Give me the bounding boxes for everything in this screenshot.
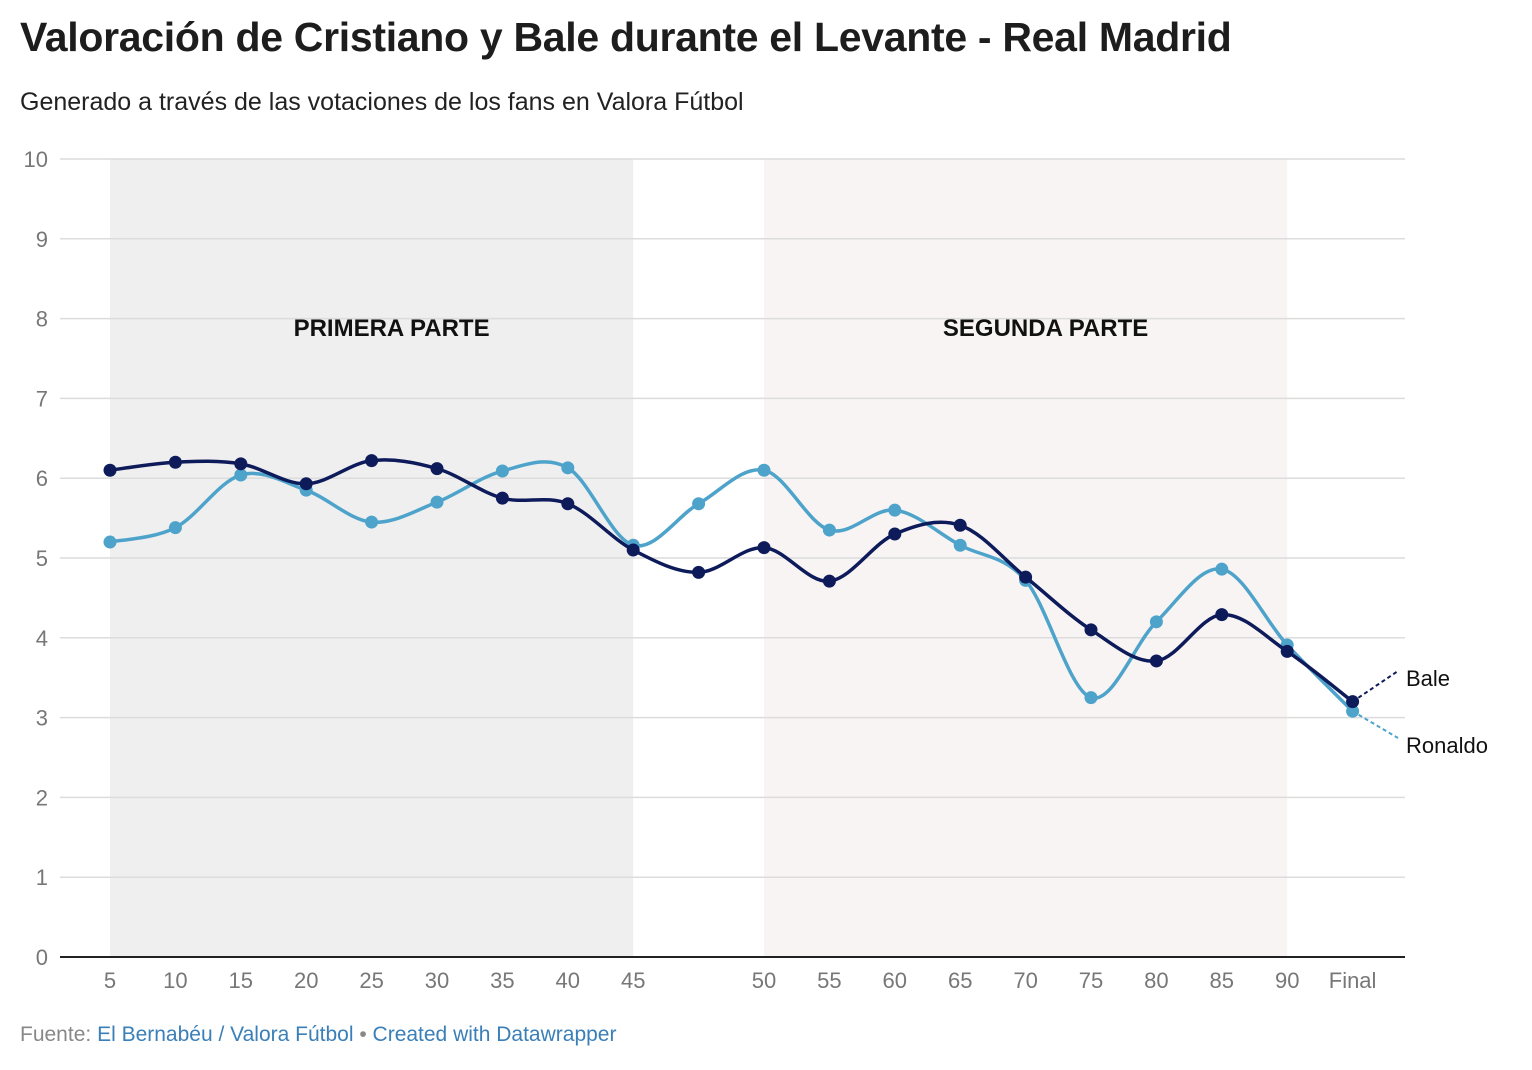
label-leader-line [1352, 710, 1399, 739]
data-point-ronaldo [103, 535, 117, 549]
data-point-bale [299, 477, 313, 491]
y-tick-label: 5 [36, 546, 48, 571]
x-tick-label: 45 [621, 968, 645, 993]
data-point-ronaldo [888, 503, 902, 517]
y-tick-label: 9 [36, 227, 48, 252]
data-point-ronaldo [692, 497, 706, 511]
data-point-bale [103, 463, 117, 477]
x-tick-label: 90 [1275, 968, 1299, 993]
x-tick-label: 10 [163, 968, 187, 993]
data-point-ronaldo [234, 468, 248, 482]
data-point-ronaldo [1084, 691, 1098, 705]
data-point-bale [757, 541, 771, 555]
x-tick-label: Final [1329, 968, 1377, 993]
data-point-ronaldo [365, 515, 379, 529]
x-tick-label: 40 [556, 968, 580, 993]
y-tick-label: 8 [36, 307, 48, 332]
y-tick-label: 0 [36, 945, 48, 970]
x-tick-label: 20 [294, 968, 318, 993]
data-point-bale [888, 527, 902, 541]
data-point-bale [692, 565, 706, 579]
x-tick-label: 30 [425, 968, 449, 993]
data-point-bale [234, 457, 248, 471]
source-link[interactable]: El Bernabéu / Valora Fútbol [97, 1023, 354, 1046]
data-point-ronaldo [953, 538, 967, 552]
data-point-bale [1019, 570, 1033, 584]
y-tick-label: 4 [36, 626, 48, 651]
data-point-ronaldo [495, 464, 509, 478]
footer: Fuente: El Bernabéu / Valora Fútbol • Cr… [20, 1023, 616, 1047]
data-point-bale [822, 574, 836, 588]
x-tick-label: 35 [490, 968, 514, 993]
source-prefix: Fuente: [20, 1023, 98, 1046]
data-point-ronaldo [757, 463, 771, 477]
period-label: PRIMERA PARTE [294, 315, 490, 342]
data-point-ronaldo [1149, 615, 1163, 629]
y-tick-label: 3 [36, 706, 48, 731]
y-tick-label: 7 [36, 386, 48, 411]
y-tick-label: 6 [36, 466, 48, 491]
data-point-bale [561, 497, 575, 511]
x-tick-label: 50 [752, 968, 776, 993]
y-tick-label: 2 [36, 785, 48, 810]
data-point-bale [430, 462, 444, 476]
datawrapper-link[interactable]: Created with Datawrapper [372, 1023, 617, 1046]
series-label-ronaldo: Ronaldo [1406, 733, 1488, 758]
data-point-bale [1280, 644, 1294, 658]
x-tick-label: 60 [883, 968, 907, 993]
x-tick-label: 15 [229, 968, 253, 993]
label-leader-line [1352, 670, 1399, 703]
data-point-bale [1149, 654, 1163, 668]
data-point-bale [168, 455, 182, 469]
data-point-bale [1215, 608, 1229, 622]
data-point-bale [953, 518, 967, 532]
data-point-ronaldo [561, 461, 575, 475]
data-point-ronaldo [1215, 562, 1229, 576]
separator: • [353, 1023, 373, 1046]
y-tick-label: 1 [36, 865, 48, 890]
x-tick-label: 70 [1013, 968, 1037, 993]
x-tick-label: 85 [1210, 968, 1234, 993]
x-tick-label: 5 [104, 968, 116, 993]
y-tick-label: 10 [24, 147, 48, 172]
x-tick-label: 25 [359, 968, 383, 993]
period-label: SEGUNDA PARTE [943, 315, 1148, 342]
x-tick-label: 55 [817, 968, 841, 993]
data-point-bale [1084, 623, 1098, 637]
x-tick-label: 75 [1079, 968, 1103, 993]
data-point-bale [365, 454, 379, 468]
data-point-bale [626, 543, 640, 557]
data-point-ronaldo [822, 523, 836, 537]
chart-subtitle: Generado a través de las votaciones de l… [20, 88, 744, 116]
x-tick-label: 65 [948, 968, 972, 993]
x-tick-label: 80 [1144, 968, 1168, 993]
data-point-bale [495, 491, 509, 505]
data-point-ronaldo [168, 521, 182, 535]
data-point-ronaldo [430, 495, 444, 509]
chart-title: Valoración de Cristiano y Bale durante e… [20, 14, 1232, 60]
series-label-bale: Bale [1406, 666, 1450, 691]
